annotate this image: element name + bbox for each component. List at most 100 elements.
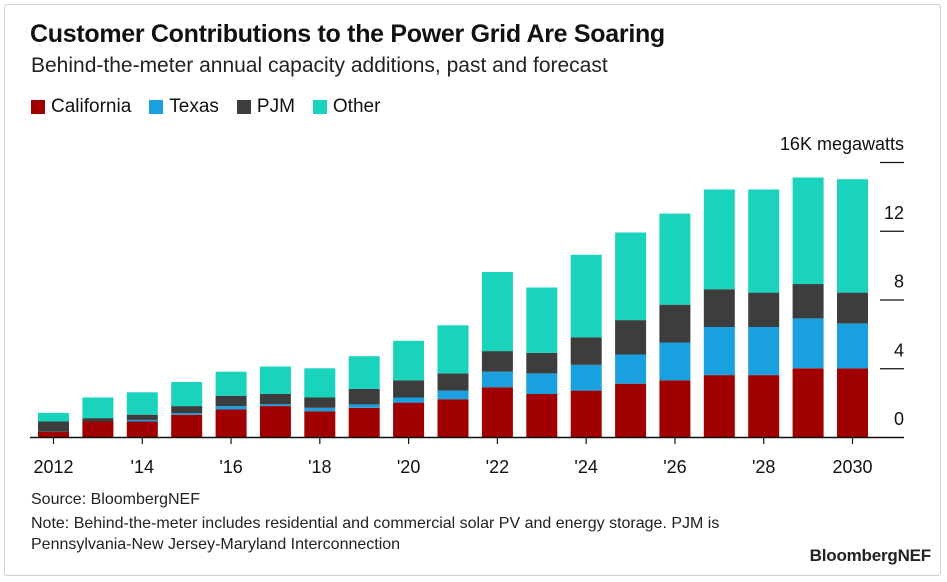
bar-pjm-2018	[304, 397, 336, 408]
bar-pjm-2022	[481, 351, 513, 372]
bar-other-2019	[348, 356, 380, 389]
bar-california-2021	[437, 399, 469, 437]
bar-california-2025	[615, 383, 647, 437]
x-tick-label-2028: '28	[752, 457, 775, 477]
bar-other-2024	[570, 254, 602, 338]
bar-pjm-2020	[393, 380, 425, 398]
chart-title: Customer Contributions to the Power Grid…	[30, 20, 665, 48]
x-tick-label-2020: '20	[397, 457, 420, 477]
bar-texas-2014	[126, 419, 158, 422]
bar-other-2030	[837, 179, 868, 293]
bar-pjm-2026	[659, 304, 691, 343]
x-tick-label-2030: 2030	[832, 457, 872, 477]
bar-california-2026	[659, 380, 691, 437]
legend-item-pjm: PJM	[236, 96, 295, 118]
bar-other-2027	[703, 189, 735, 290]
x-tick-label-2024: '24	[574, 457, 597, 477]
legend: California Texas PJM Other	[31, 96, 398, 118]
x-tick-label-2016: '16	[219, 457, 242, 477]
legend-swatch-california	[31, 100, 45, 114]
legend-label-other: Other	[332, 96, 381, 117]
bar-texas-2025	[615, 354, 647, 384]
bar-california-2020	[393, 402, 425, 437]
bar-texas-2016	[215, 406, 247, 410]
bar-pjm-2024	[570, 337, 602, 365]
bar-other-2014	[126, 392, 158, 415]
bar-pjm-2015	[171, 406, 203, 413]
x-tick-label-2022: '22	[486, 457, 509, 477]
bar-other-2016	[215, 371, 247, 396]
bar-california-2018	[304, 411, 336, 437]
x-tick-label-2026: '26	[663, 457, 686, 477]
bar-california-2027	[703, 375, 735, 437]
legend-label-california: California	[51, 96, 132, 117]
bar-california-2029	[792, 368, 824, 438]
bar-texas-2019	[348, 404, 380, 408]
bar-pjm-2023	[526, 352, 558, 374]
bar-california-2014	[126, 421, 158, 437]
bar-california-2017	[259, 406, 291, 437]
bar-pjm-2029	[792, 284, 824, 319]
x-tick-label-2014: '14	[131, 457, 154, 477]
bar-other-2013	[82, 397, 114, 419]
legend-swatch-pjm	[236, 100, 251, 114]
bar-texas-2028	[748, 327, 780, 376]
bar-texas-2017	[259, 404, 291, 406]
legend-swatch-other	[312, 100, 327, 114]
bar-texas-2030	[837, 323, 868, 369]
x-tick-label-2018: '18	[308, 457, 331, 477]
bar-texas-2023	[526, 373, 558, 394]
y-tick-label-16: 16K megawatts	[780, 134, 904, 154]
legend-item-other: Other	[312, 96, 381, 118]
bar-other-2017	[259, 366, 291, 394]
bar-pjm-2025	[615, 320, 647, 355]
bar-pjm-2028	[748, 292, 780, 327]
chart-subtitle: Behind-the-meter annual capacity additio…	[31, 54, 608, 77]
bar-pjm-2014	[126, 414, 158, 420]
bar-pjm-2017	[259, 394, 291, 405]
bar-texas-2015	[171, 412, 203, 415]
bar-california-2024	[570, 390, 602, 437]
bar-other-2022	[481, 272, 513, 352]
bar-texas-2026	[659, 342, 691, 381]
bar-california-2028	[748, 375, 780, 437]
bar-texas-2021	[437, 390, 469, 400]
legend-swatch-texas	[149, 100, 164, 114]
x-tick-label-2012: 2012	[33, 457, 73, 477]
note-text: Note: Behind-the-meter includes resident…	[31, 515, 720, 553]
bar-california-2019	[348, 407, 380, 437]
y-tick-label-4: 4	[894, 340, 904, 360]
bar-texas-2029	[792, 318, 824, 369]
bar-other-2018	[304, 368, 336, 398]
bar-california-2023	[526, 394, 558, 437]
legend-item-texas: Texas	[149, 96, 219, 118]
bar-other-2021	[437, 325, 469, 374]
bar-other-2012	[38, 412, 69, 422]
bar-texas-2018	[304, 407, 336, 412]
legend-label-texas: Texas	[169, 96, 219, 117]
bar-texas-2024	[570, 364, 602, 391]
bar-pjm-2012	[38, 421, 69, 432]
y-tick-label-8: 8	[894, 272, 904, 292]
bar-pjm-2027	[703, 289, 735, 327]
bar-other-2029	[792, 177, 824, 285]
legend-item-california: California	[31, 96, 131, 118]
bar-california-2022	[481, 387, 513, 437]
bar-california-2016	[215, 409, 247, 437]
bar-california-2012	[38, 431, 69, 437]
y-tick-label-12: 12	[884, 203, 904, 223]
bar-pjm-2030	[837, 292, 868, 324]
bar-texas-2022	[481, 371, 513, 388]
bar-texas-2020	[393, 397, 425, 403]
bar-pjm-2021	[437, 373, 469, 391]
bar-california-2015	[171, 414, 203, 437]
bar-other-2023	[526, 287, 558, 353]
bar-other-2015	[171, 382, 203, 407]
source-text: Source: BloombergNEF	[31, 491, 200, 508]
bar-pjm-2019	[348, 388, 380, 405]
legend-label-pjm: PJM	[256, 96, 295, 117]
bar-california-2030	[837, 368, 868, 438]
bar-texas-2027	[703, 327, 735, 376]
bar-pjm-2016	[215, 395, 247, 407]
